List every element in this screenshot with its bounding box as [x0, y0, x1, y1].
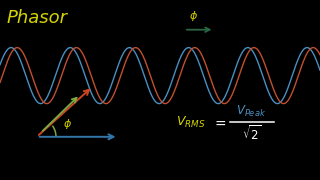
- Text: $V_{RMS}$: $V_{RMS}$: [176, 115, 205, 130]
- Text: $\sqrt{2}$: $\sqrt{2}$: [242, 124, 261, 143]
- Text: $\phi$: $\phi$: [189, 9, 198, 23]
- Text: $=$: $=$: [212, 115, 227, 129]
- Text: $V_{Peak}$: $V_{Peak}$: [236, 104, 266, 119]
- Text: $\phi$: $\phi$: [63, 117, 72, 131]
- Text: Phasor: Phasor: [6, 9, 68, 27]
